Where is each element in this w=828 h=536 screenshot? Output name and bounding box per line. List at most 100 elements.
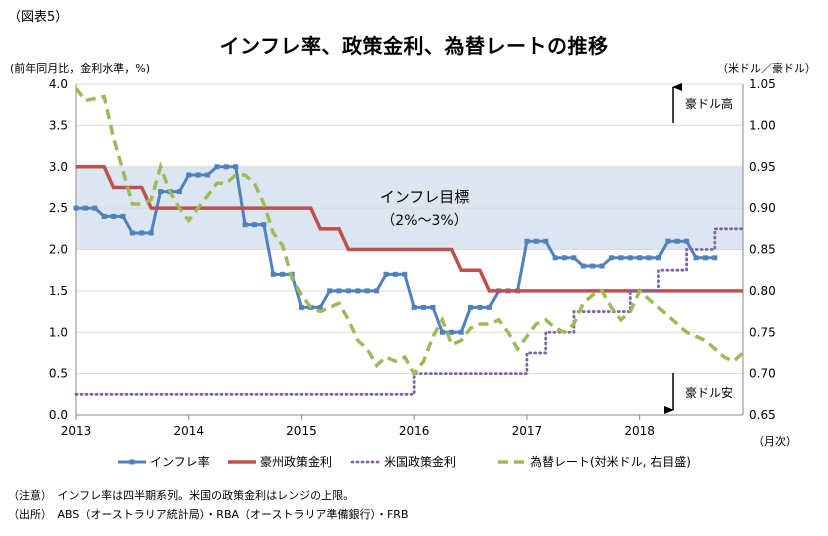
inflation-point: [129, 230, 135, 236]
x-tick-label: 2015: [286, 424, 317, 438]
y-right-tick-label: 1.05: [749, 77, 776, 91]
x-axis-unit: （月次）: [753, 435, 797, 448]
inflation-point: [111, 213, 117, 219]
legend-label: 米国政策金利: [384, 454, 456, 469]
series-fx-line: [74, 87, 745, 377]
left-axis-unit: (前年同月比，金利水準，%): [10, 62, 151, 75]
inflation-point: [524, 238, 530, 244]
inflation-point: [383, 271, 389, 277]
inflation-point: [92, 205, 98, 211]
inflation-point: [270, 271, 276, 277]
y-right-tick-label: 1.00: [749, 118, 776, 132]
inflation-point: [533, 238, 539, 244]
inflation-point: [421, 304, 427, 310]
inflation-point: [674, 238, 680, 244]
inflation-point: [646, 255, 652, 261]
series-fed-line: [74, 227, 745, 396]
x-tick-label: 2016: [399, 424, 430, 438]
inflation-point: [82, 205, 88, 211]
inflation-point: [402, 271, 408, 277]
y-right-tick-label: 0.90: [749, 201, 776, 215]
inflation-point: [684, 238, 690, 244]
inflation-point: [73, 205, 79, 211]
y-right-tick-label: 0.70: [749, 367, 776, 381]
inflation-point: [345, 288, 351, 294]
inflation-point: [590, 263, 596, 269]
inflation-point: [251, 222, 257, 228]
inflation-point: [176, 189, 182, 195]
inflation-point: [223, 164, 229, 170]
inflation-point: [355, 288, 361, 294]
y-right-tick-label: 0.95: [749, 160, 776, 174]
legend-label: インフレ率: [150, 454, 210, 469]
inflation-point: [205, 172, 211, 178]
notes: （注意） インフレ率は四半期系列。米国の政策金利はレンジの上限。 （出所） AB…: [8, 486, 409, 524]
right-axis-unit: （米ドル／豪ドル）: [717, 62, 816, 75]
y-left-tick-label: 1.0: [49, 325, 68, 339]
inflation-point: [327, 288, 333, 294]
inflation-point: [608, 255, 614, 261]
inflation-point: [543, 238, 549, 244]
inflation-point: [195, 172, 201, 178]
inflation-point: [261, 222, 267, 228]
legend-label: 為替レート(対米ドル, 右目盛): [530, 454, 691, 469]
y-left-tick-label: 0.0: [49, 408, 68, 422]
inflation-point: [317, 304, 323, 310]
y-right-tick-label: 0.75: [749, 325, 776, 339]
inflation-point: [552, 255, 558, 261]
figure-label: （図表5）: [8, 10, 69, 25]
inflation-point: [702, 255, 708, 261]
inflation-point: [214, 164, 220, 170]
y-left-tick-label: 0.5: [49, 367, 68, 381]
inflation-point: [618, 255, 624, 261]
inflation-point: [599, 263, 605, 269]
y-left-tick-label: 4.0: [49, 77, 68, 91]
aud-up-label: 豪ドル高: [685, 96, 733, 111]
inflation-point: [101, 213, 107, 219]
aud-down-label: 豪ドル安: [685, 385, 733, 400]
y-left-tick-label: 3.5: [49, 118, 68, 132]
inflation-point: [655, 255, 661, 261]
y-left-tick-label: 2.5: [49, 201, 68, 215]
inflation-point: [637, 255, 643, 261]
inflation-point: [458, 329, 464, 335]
y-right-tick-label: 0.85: [749, 243, 776, 257]
inflation-point: [712, 255, 718, 261]
y-left-tick-label: 2.0: [49, 243, 68, 257]
inflation-point: [693, 255, 699, 261]
inflation-point: [430, 304, 436, 310]
legend-marker: [129, 459, 135, 465]
inflation-point: [364, 288, 370, 294]
inflation-point: [336, 288, 342, 294]
x-tick-label: 2013: [61, 424, 92, 438]
y-right-tick-label: 0.80: [749, 284, 776, 298]
inflation-point: [449, 329, 455, 335]
x-tick-label: 2017: [512, 424, 543, 438]
inflation-point: [280, 271, 286, 277]
inflation-point: [186, 172, 192, 178]
x-tick-label: 2018: [624, 424, 655, 438]
y-left-tick-label: 1.5: [49, 284, 68, 298]
inflation-point: [233, 164, 239, 170]
inflation-point: [298, 304, 304, 310]
inflation-point: [561, 255, 567, 261]
inflation-point: [242, 222, 248, 228]
inflation-point: [148, 230, 154, 236]
y-right-tick-label: 0.65: [749, 408, 776, 422]
inflation-point: [158, 189, 164, 195]
note-line: （注意） インフレ率は四半期系列。米国の政策金利はレンジの上限。: [8, 489, 355, 502]
inflation-point: [571, 255, 577, 261]
target-band-label: インフレ目標: [380, 188, 470, 206]
inflation-point: [411, 304, 417, 310]
chart-title: インフレ率、政策金利、為替レートの推移: [219, 34, 609, 58]
inflation-point: [439, 329, 445, 335]
inflation-point: [665, 238, 671, 244]
source-line: （出所） ABS（オーストラリア統計局）・RBA（オーストラリア準備銀行）・FR…: [8, 508, 409, 521]
inflation-point: [120, 213, 126, 219]
inflation-point: [139, 230, 145, 236]
legend-label: 豪州政策金利: [260, 454, 332, 469]
series-rba-line: [76, 165, 743, 293]
inflation-point: [580, 263, 586, 269]
x-tick-label: 2014: [173, 424, 204, 438]
inflation-point: [627, 255, 633, 261]
